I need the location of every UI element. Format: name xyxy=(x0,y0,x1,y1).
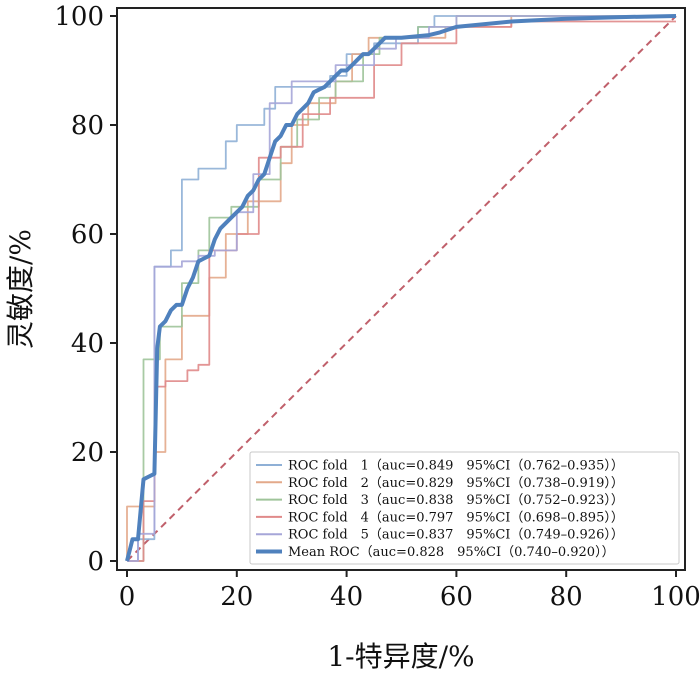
legend-entry-label: ROC fold 5（auc=0.837 95%CI（0.749–0.926）） xyxy=(288,528,624,543)
reference-diagonal-line xyxy=(126,15,677,562)
legend-entry-label: ROC fold 2（auc=0.829 95%CI（0.738–0.919）） xyxy=(288,476,624,491)
y-tick-label: 60 xyxy=(71,220,104,250)
legend-box xyxy=(249,451,680,565)
x-tick-label: 100 xyxy=(651,582,700,612)
legend-entry-label: Mean ROC（auc=0.828 95%CI（0.740–0.920）） xyxy=(288,545,615,560)
legend-entry-label: ROC fold 1（auc=0.849 95%CI（0.762–0.935）） xyxy=(288,459,624,474)
plot-area xyxy=(125,14,677,562)
y-tick-label: 20 xyxy=(71,438,104,468)
axis-ticks: 0 20 40 60 80 100 0 20 40 60 80 100 xyxy=(54,2,700,612)
legend: ROC fold 1（auc=0.849 95%CI（0.762–0.935））… xyxy=(249,451,680,565)
y-tick-label: 0 xyxy=(87,547,104,577)
y-axis-title: 灵敏度/% xyxy=(4,229,37,349)
x-tick-label: 0 xyxy=(119,582,136,612)
x-tick-label: 60 xyxy=(440,582,473,612)
series-line-roc-fold-4 xyxy=(127,20,676,562)
x-tick-label: 40 xyxy=(330,582,363,612)
x-tick-label: 20 xyxy=(220,582,253,612)
legend-entry-label: ROC fold 3（auc=0.838 95%CI（0.752–0.923）） xyxy=(288,493,624,508)
y-tick-label: 40 xyxy=(71,329,104,359)
legend-entry-label: ROC fold 4（auc=0.797 95%CI（0.698–0.895）） xyxy=(288,510,624,525)
x-axis-title: 1-特异度/% xyxy=(327,640,474,673)
plot-frame xyxy=(116,7,686,571)
x-tick-label: 80 xyxy=(550,582,583,612)
y-tick-label: 100 xyxy=(54,2,104,32)
series-line-mean-roc xyxy=(125,14,677,562)
y-tick-label: 80 xyxy=(71,111,104,141)
